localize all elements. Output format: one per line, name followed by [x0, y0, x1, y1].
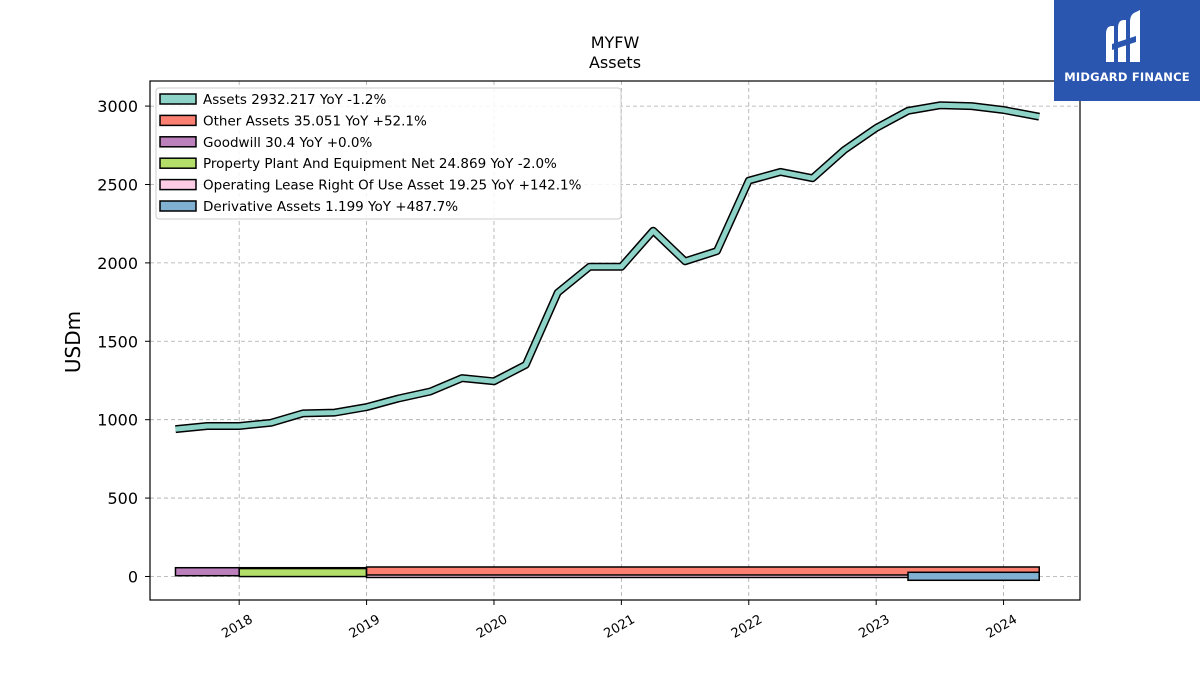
x-tick-label: 2020 [474, 612, 510, 642]
x-tick-label: 2022 [729, 612, 765, 642]
logo-text: MIDGARD FINANCE [1064, 70, 1190, 84]
series-area [174, 101, 1040, 582]
x-tick-label: 2019 [347, 612, 383, 642]
logo-mark-icon [1106, 10, 1140, 62]
y-tick-label: 0 [128, 567, 138, 586]
x-axis: 2018 2019 2020 2021 2022 2023 2024 [219, 600, 1020, 642]
legend-swatch-goodwill [159, 136, 197, 148]
legend: Assets 2932.217 YoY -1.2% Other Assets 35… [155, 87, 622, 220]
legend-label-other-assets: Other Assets 35.051 YoY +52.1% [203, 113, 427, 129]
legend-swatch-assets [159, 93, 197, 105]
legend-label-assets: Assets 2932.217 YoY -1.2% [203, 92, 387, 108]
legend-label-derivative-assets: Derivative Assets 1.199 YoY +487.7% [203, 199, 458, 215]
y-tick-label: 2000 [97, 254, 138, 273]
legend-swatch-operating-lease-right-of-use-asset [159, 178, 197, 191]
legend-swatch-other-assets [159, 114, 197, 127]
legend-swatch-property-plant-and-equipment-net [159, 157, 197, 169]
legend-frame [155, 87, 622, 220]
x-tick-label: 2024 [984, 612, 1020, 642]
legend-label-operating-lease-right-of-use-asset: Operating Lease Right Of Use Asset 19.25… [203, 178, 582, 194]
property-plant-and-equipment-net-series [238, 567, 368, 578]
legend-swatch-derivative-assets [159, 200, 197, 212]
legend-label-property-plant-and-equipment-net: Property Plant And Equipment Net 24.869 … [203, 156, 557, 172]
plot-frame [149, 80, 1081, 601]
chart-subtitle: Assets [589, 53, 641, 72]
x-tick-label: 2018 [219, 612, 255, 642]
x-tick-label: 2023 [856, 612, 892, 642]
y-axis-label: USDm [61, 311, 85, 373]
y-tick-label: 2500 [97, 175, 138, 194]
y-tick-label: 500 [107, 489, 138, 508]
brand-logo: MIDGARD FINANCE [1054, 0, 1200, 101]
other-assets-series [365, 566, 1040, 576]
chart-title: MYFW [591, 33, 640, 52]
y-tick-label: 3000 [97, 97, 138, 116]
assets-series [175, 102, 1040, 432]
y-axis: 0 500 1000 1500 2000 2500 3000 [97, 97, 150, 586]
x-tick-label: 2021 [602, 612, 638, 642]
y-tick-label: 1000 [97, 411, 138, 430]
legend-label-goodwill: Goodwill 30.4 YoY +0.0% [203, 135, 373, 151]
derivative-assets-series [907, 571, 1040, 582]
y-tick-label: 1500 [97, 332, 138, 351]
